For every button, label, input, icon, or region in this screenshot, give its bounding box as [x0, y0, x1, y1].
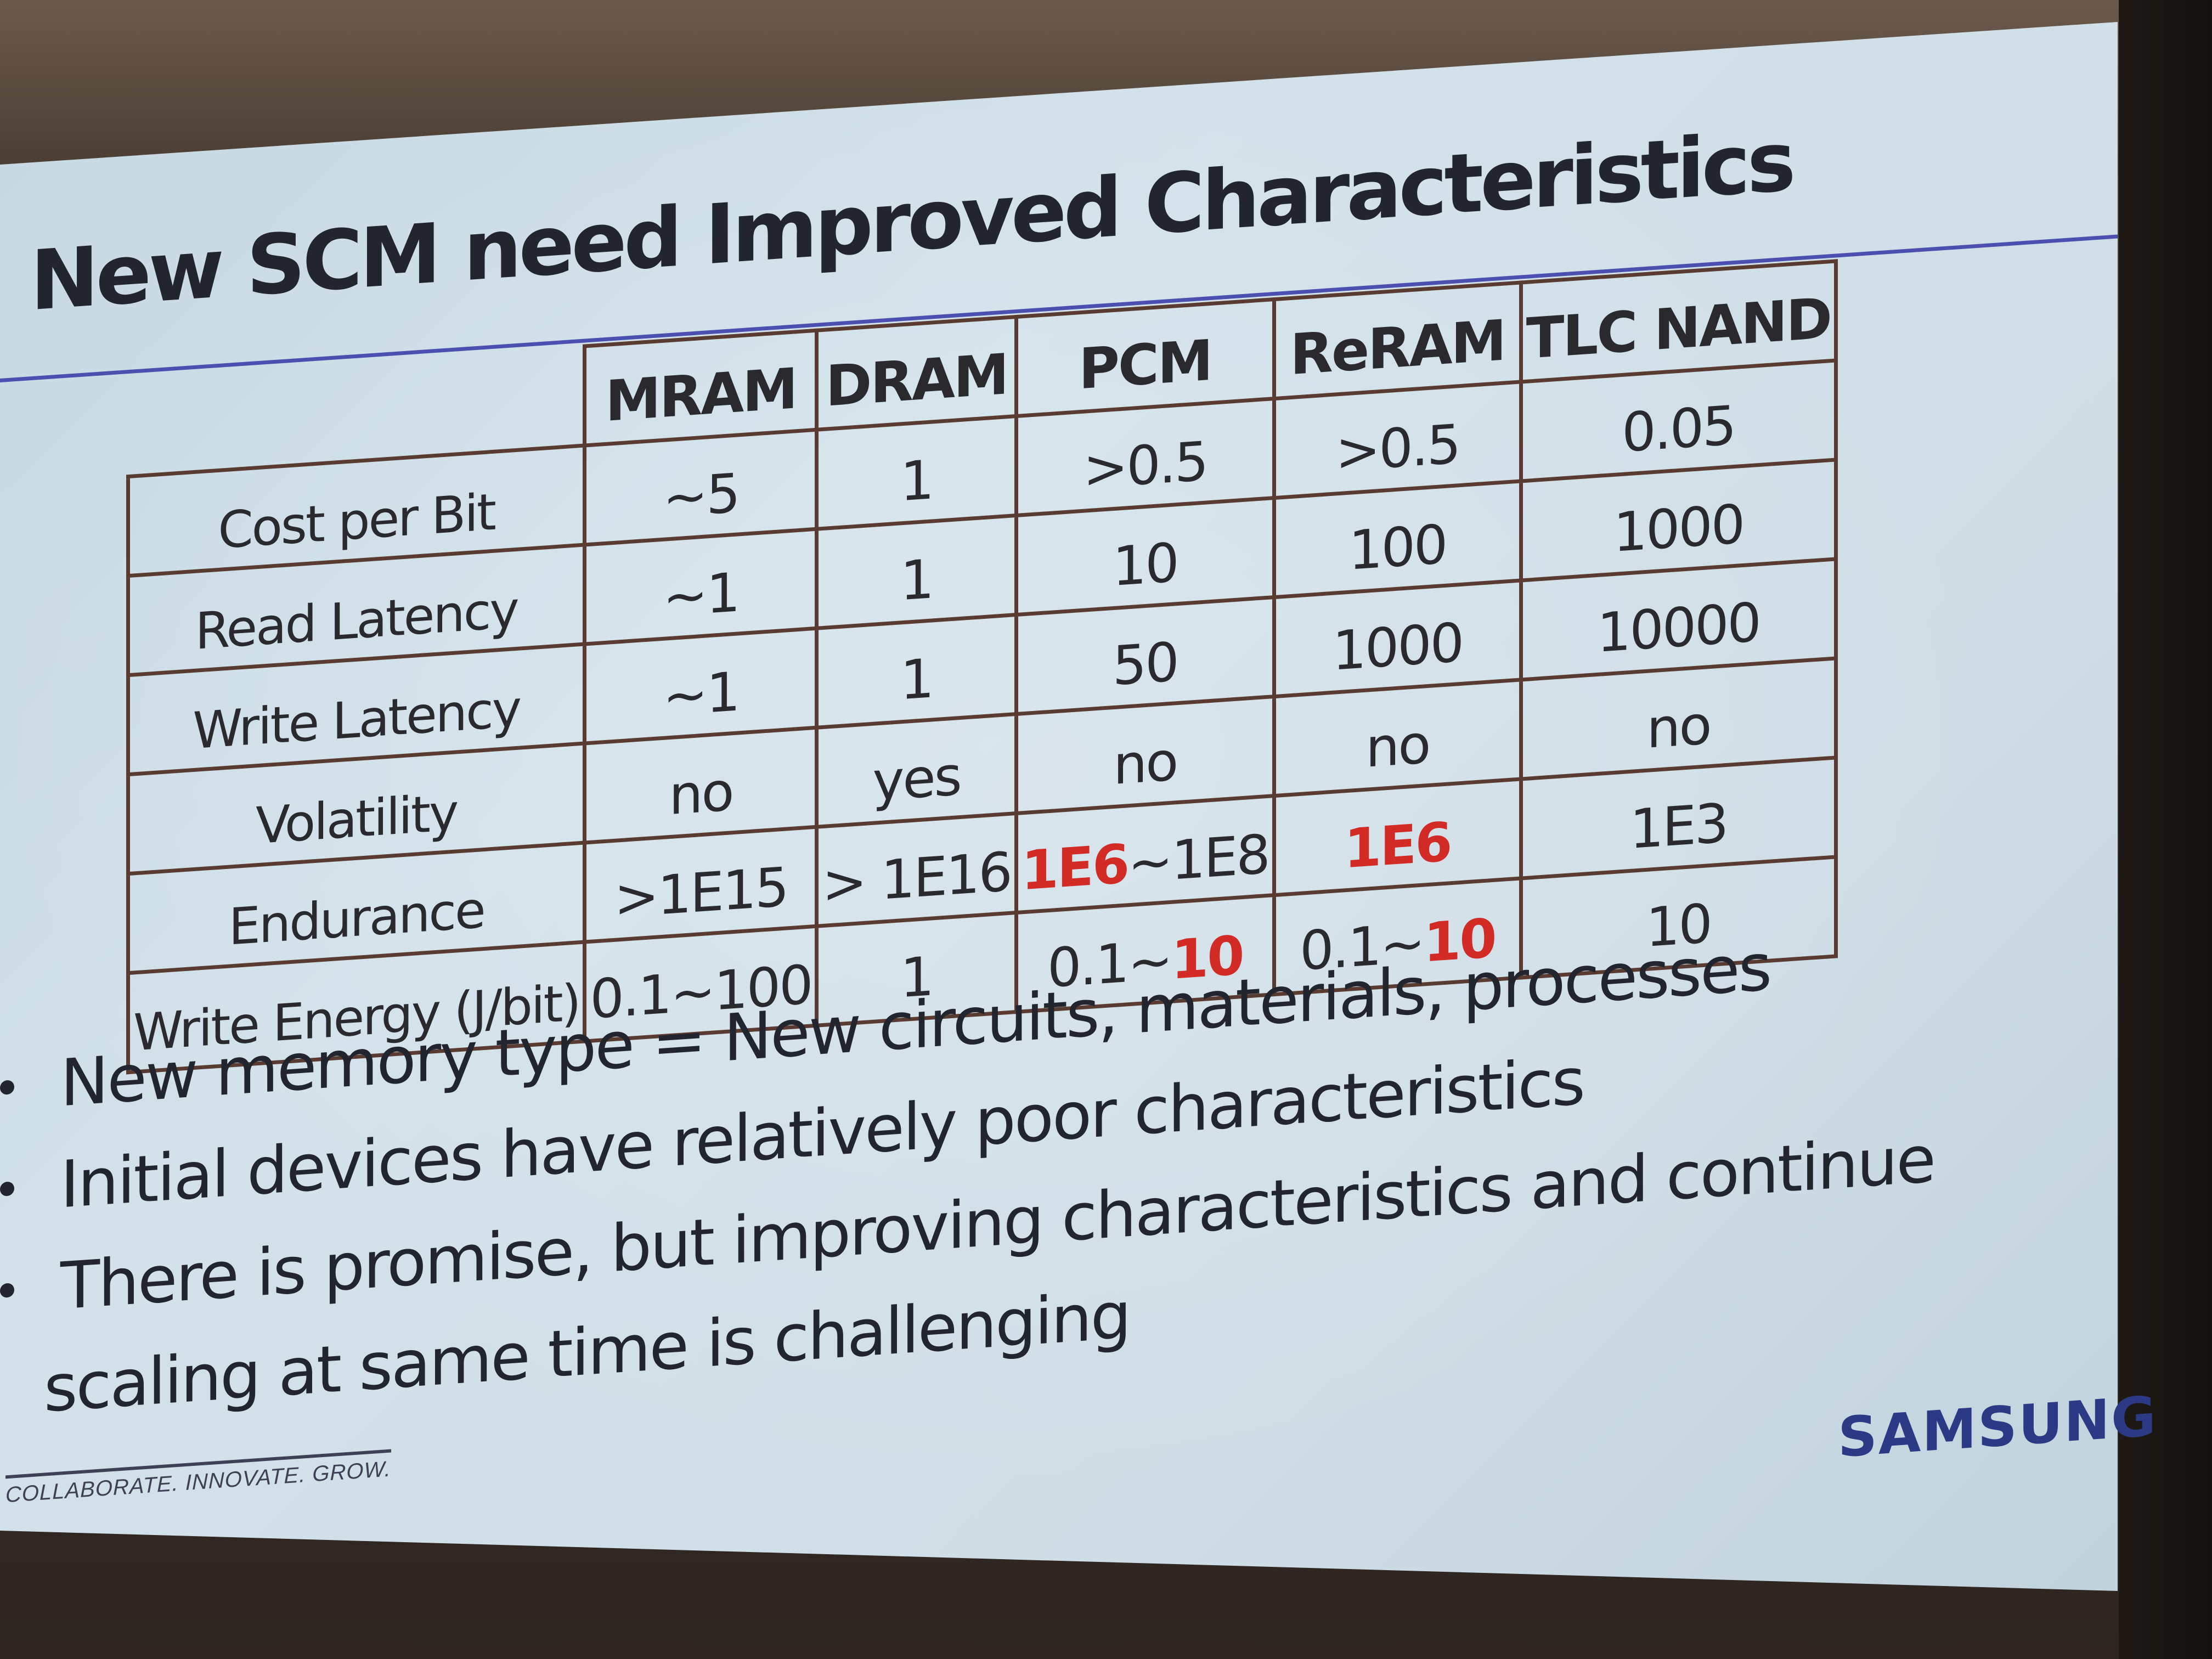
- column-header-pcm: PCM: [1016, 299, 1274, 416]
- table-cell: 100: [1274, 481, 1521, 597]
- bullet-icon: [0, 1181, 14, 1197]
- table-cell: no: [1016, 696, 1274, 814]
- table-cell: 1: [816, 515, 1017, 629]
- cell-text: ~1E8: [1128, 823, 1269, 896]
- room-wall-right: [2119, 0, 2212, 1659]
- table-cell: ~1: [584, 529, 817, 645]
- bullet-icon: [0, 1080, 14, 1095]
- column-header-reram: ReRAM: [1274, 282, 1521, 399]
- table-cell: 1: [816, 614, 1017, 728]
- table-cell: >0.5: [1274, 381, 1521, 498]
- table-cell: 10: [1016, 498, 1274, 615]
- highlighted-value: 1E6: [1021, 833, 1128, 903]
- table-cell: > 1E16: [816, 813, 1017, 927]
- table-cell-reram-endurance: 1E6: [1274, 778, 1521, 895]
- table-cell: 50: [1016, 597, 1274, 714]
- samsung-logo: SAMSUNG: [1838, 1384, 2157, 1470]
- table-cell: ~1: [584, 628, 817, 744]
- table-cell: 1000: [1274, 580, 1521, 697]
- bullet-icon: [0, 1283, 14, 1298]
- column-header-dram: DRAM: [816, 317, 1017, 430]
- footer-tagline-logo: COLLABORATE. INNOVATE. GROW.: [5, 1449, 391, 1508]
- table-cell-pcm-endurance: 1E6~1E8: [1016, 795, 1274, 913]
- column-header-mram: MRAM: [584, 330, 817, 446]
- table-cell: >0.5: [1016, 398, 1274, 516]
- table-cell: >1E15: [584, 827, 817, 943]
- table-cell: no: [1274, 679, 1521, 796]
- table-cell: 1: [816, 416, 1017, 529]
- highlighted-value: 1E6: [1344, 811, 1451, 881]
- table-cell: no: [584, 727, 817, 843]
- table-cell: ~5: [584, 430, 817, 545]
- table-cell: yes: [816, 714, 1017, 827]
